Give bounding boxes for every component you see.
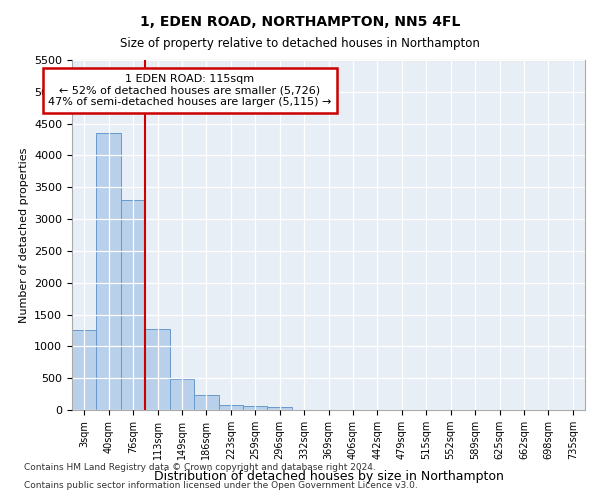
Text: 1, EDEN ROAD, NORTHAMPTON, NN5 4FL: 1, EDEN ROAD, NORTHAMPTON, NN5 4FL (140, 15, 460, 29)
X-axis label: Distribution of detached houses by size in Northampton: Distribution of detached houses by size … (154, 470, 503, 484)
Bar (170, 380, 194, 410)
Bar (218, 404, 243, 410)
Bar (145, 329, 170, 410)
Bar (121, 200, 145, 410)
Bar (243, 406, 268, 410)
Bar (97, 133, 121, 410)
Bar (194, 396, 218, 410)
Text: 1 EDEN ROAD: 115sqm
← 52% of detached houses are smaller (5,726)
47% of semi-det: 1 EDEN ROAD: 115sqm ← 52% of detached ho… (49, 74, 332, 107)
Bar (268, 407, 292, 410)
Y-axis label: Number of detached properties: Number of detached properties (19, 148, 29, 322)
Text: Contains HM Land Registry data © Crown copyright and database right 2024.: Contains HM Land Registry data © Crown c… (24, 464, 376, 472)
Text: Contains public sector information licensed under the Open Government Licence v3: Contains public sector information licen… (24, 481, 418, 490)
Bar (72, 330, 97, 410)
Text: Size of property relative to detached houses in Northampton: Size of property relative to detached ho… (120, 38, 480, 51)
